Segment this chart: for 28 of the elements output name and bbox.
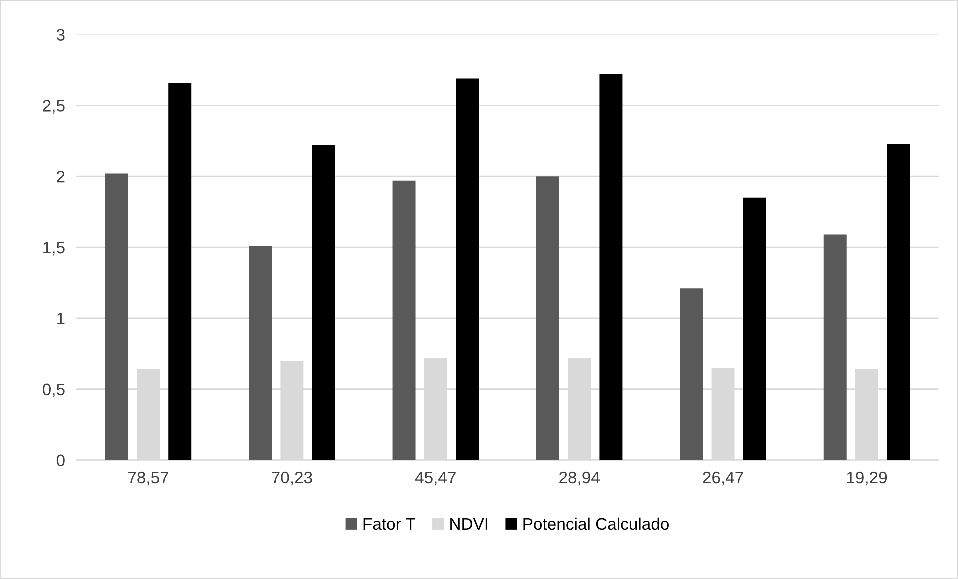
legend-label: NDVI <box>450 518 488 530</box>
x-tick-label: 45,47 <box>415 472 456 486</box>
bar <box>456 78 479 460</box>
x-tick-label: 26,47 <box>703 472 744 486</box>
y-tick-label: 1 <box>58 313 65 324</box>
bar <box>249 246 272 460</box>
y-tick-label: 2 <box>57 170 65 183</box>
y-tick-label: 0,5 <box>43 384 65 398</box>
bar <box>680 288 704 460</box>
legend-label: Potencial Calculado <box>524 518 669 530</box>
x-tick-label: 70,23 <box>272 472 312 486</box>
bar <box>600 74 623 460</box>
bar <box>743 198 766 460</box>
bar <box>312 145 336 460</box>
x-tick-label: 78,57 <box>128 472 169 486</box>
bar <box>105 174 128 460</box>
legend-label: Fator T <box>364 518 416 530</box>
x-tick-label: 19,29 <box>847 472 888 486</box>
bar <box>392 180 416 460</box>
bar <box>824 234 847 460</box>
bar <box>536 176 560 460</box>
bar <box>168 82 192 460</box>
y-tick-label: 0 <box>56 454 65 467</box>
y-tick-label: 2,5 <box>43 100 65 114</box>
bar <box>887 144 910 460</box>
y-tick-label: 3 <box>56 29 65 41</box>
x-tick-label: 28,94 <box>560 472 600 486</box>
y-tick-label: 1,5 <box>44 242 65 256</box>
